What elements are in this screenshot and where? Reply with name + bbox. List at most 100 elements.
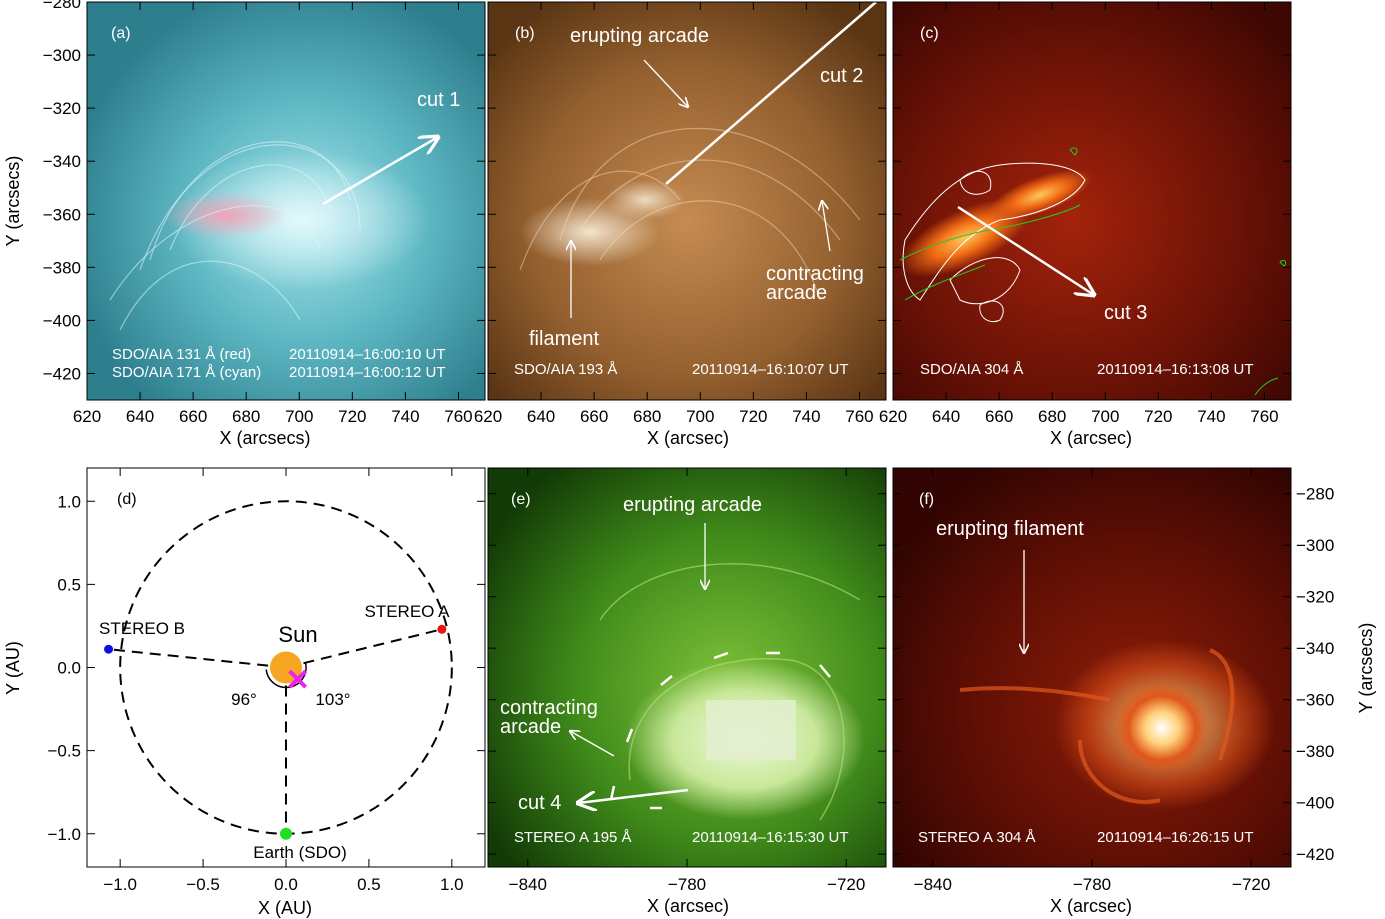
cut-3-arrow — [957, 205, 1094, 295]
panel-e-instrument: STEREO A 195 Å — [514, 829, 632, 846]
cut-2-line — [665, 1, 877, 185]
panel-e-saturated-core — [706, 700, 796, 760]
y-tick-label: −420 — [43, 364, 81, 383]
sun-label: Sun — [278, 622, 317, 647]
panel-b-frame — [487, 1, 887, 401]
x-tick-label: 700 — [1091, 407, 1119, 426]
panel-e-loops — [599, 563, 861, 821]
panel-e-xlabel: X (arcsec) — [647, 896, 729, 916]
cut-4-dashes — [609, 651, 831, 810]
panel-d-xlabel: X (AU) — [258, 898, 312, 918]
panel-b-time: 20110914–16:10:07 UT — [692, 361, 849, 378]
bottom-row-axes: −840 −780 −720 −840 −780 −720 −280 −300 −320 −340… — [488, 468, 1334, 894]
cut-4-label: cut 4 — [518, 792, 561, 814]
panel-c-frame — [892, 1, 1292, 401]
d-y-tick-label: 0.0 — [57, 659, 81, 678]
event-cross-mark — [288, 669, 308, 689]
cut-3-label: cut 3 — [1104, 302, 1147, 324]
x-tick-label: 640 — [527, 407, 555, 426]
panel-c: (c) cut 3 SDO/AIA 304 Å 20110914–16:13:0… — [892, 1, 1292, 401]
x-tick-label: 660 — [179, 407, 207, 426]
ef-y-tick-label: −360 — [1296, 691, 1334, 710]
ef-x-tick-label: −720 — [1232, 875, 1270, 894]
x-tick-label: 660 — [985, 407, 1013, 426]
panel-d-ylabel: Y (AU) — [3, 641, 23, 695]
ef-x-tick-label: −840 — [914, 875, 952, 894]
x-tick-label: 620 — [879, 407, 907, 426]
x-tick-label: 740 — [1197, 407, 1225, 426]
arcade-label-e: arcade — [500, 716, 561, 738]
panel-b-loops — [519, 127, 861, 301]
panel-c-xlabel: X (arcsec) — [1050, 428, 1132, 448]
erupting-filament-label: erupting filament — [936, 518, 1084, 540]
x-tick-label: 640 — [126, 407, 154, 426]
stereo-a-marker — [437, 624, 447, 634]
earth-label: Earth (SDO) — [253, 843, 347, 862]
panel-a-instrument-1: SDO/AIA 131 Å (red) — [112, 346, 251, 363]
d-x-tick-label: −0.5 — [186, 875, 220, 894]
erupting-arcade-label-e: erupting arcade — [623, 494, 762, 516]
contracting-label-e: contracting — [500, 697, 598, 719]
ef-y-tick-label: −400 — [1296, 794, 1334, 813]
panel-c-letter: (c) — [920, 25, 939, 42]
angle-arc-96 — [265, 669, 287, 689]
x-tick-label: 720 — [1144, 407, 1172, 426]
y-tick-label: −340 — [43, 152, 81, 171]
angle-label-103: 103° — [315, 690, 350, 709]
d-x-tick-label: −1.0 — [103, 875, 137, 894]
panel-a-time-1: 20110914–16:00:10 UT — [289, 346, 446, 363]
ef-y-tick-label: −280 — [1296, 485, 1334, 504]
panel-a-loops — [109, 141, 361, 331]
panel-b: (b) erupting arcade cut 2 filament contr… — [487, 1, 887, 401]
panel-d-letter: (d) — [117, 491, 137, 508]
x-tick-label: 640 — [932, 407, 960, 426]
ef-x-tick-label: −840 — [509, 875, 547, 894]
panel-c-time: 20110914–16:13:08 UT — [1097, 361, 1254, 378]
x-tick-label: 720 — [739, 407, 767, 426]
panel-c-white-contours — [902, 162, 1086, 323]
stereo-b-marker — [104, 644, 114, 654]
ef-y-tick-label: −300 — [1296, 536, 1334, 555]
panel-f-xlabel: X (arcsec) — [1050, 896, 1132, 916]
panel-c-ribbon-2 — [987, 169, 1093, 221]
ef-y-tick-label: −420 — [1296, 845, 1334, 864]
panel-f-instrument: STEREO A 304 Å — [918, 829, 1036, 846]
contracting-arcade-arrow-b — [822, 201, 831, 252]
cut-4-arrow — [578, 788, 689, 803]
ef-x-tick-label: −780 — [1073, 875, 1111, 894]
d-y-tick-label: −0.5 — [47, 742, 81, 761]
panel-c-instrument: SDO/AIA 304 Å — [920, 361, 1023, 378]
stereo-b-label: STEREO B — [99, 619, 185, 638]
y-tick-label: −280 — [43, 0, 81, 12]
x-tick-label: 680 — [232, 407, 260, 426]
ef-y-tick-label: −380 — [1296, 742, 1334, 761]
cut-1-arrow — [322, 137, 438, 206]
d-y-tick-label: 1.0 — [57, 492, 81, 511]
panel-d-plot: −1.0 −0.5 0.0 0.5 1.0 1.0 0.5 0.0 −0.5 −1.0 96° 103… — [47, 468, 485, 894]
angle-arc-103 — [285, 662, 307, 689]
y-tick-label: −360 — [43, 205, 81, 224]
x-tick-label: 700 — [285, 407, 313, 426]
panel-b-instrument: SDO/AIA 193 Å — [514, 361, 617, 378]
ef-x-tick-label: −780 — [668, 875, 706, 894]
panel-a-flare-kernel — [163, 191, 287, 239]
panel-b-xlabel: X (arcsec) — [647, 428, 729, 448]
x-tick-label: 760 — [444, 407, 472, 426]
panel-a-time-2: 20110914–16:00:12 UT — [289, 364, 446, 381]
x-tick-label: 620 — [474, 407, 502, 426]
panel-e: (e) erupting arcade contracting arcade c… — [487, 467, 887, 868]
panel-a: (a) cut 1 SDO/AIA 131 Å (red) SDO/AIA 17… — [86, 1, 486, 401]
y-tick-label: −400 — [43, 311, 81, 330]
angle-label-96: 96° — [231, 690, 257, 709]
erupting-arcade-arrow-b — [643, 59, 688, 107]
d-y-tick-label: −1.0 — [47, 825, 81, 844]
y-tick-label: −300 — [43, 46, 81, 65]
panel-f: (f) erupting filament STEREO A 304 Å 201… — [892, 467, 1292, 868]
x-tick-label: 740 — [792, 407, 820, 426]
d-x-tick-label: 0.5 — [357, 875, 381, 894]
panel-f-ylabel: Y (arcsecs) — [1356, 623, 1376, 714]
sun-spacecraft-line — [108, 648, 287, 669]
stereo-a-label: STEREO A — [364, 602, 450, 621]
cut-1-label: cut 1 — [417, 89, 460, 111]
